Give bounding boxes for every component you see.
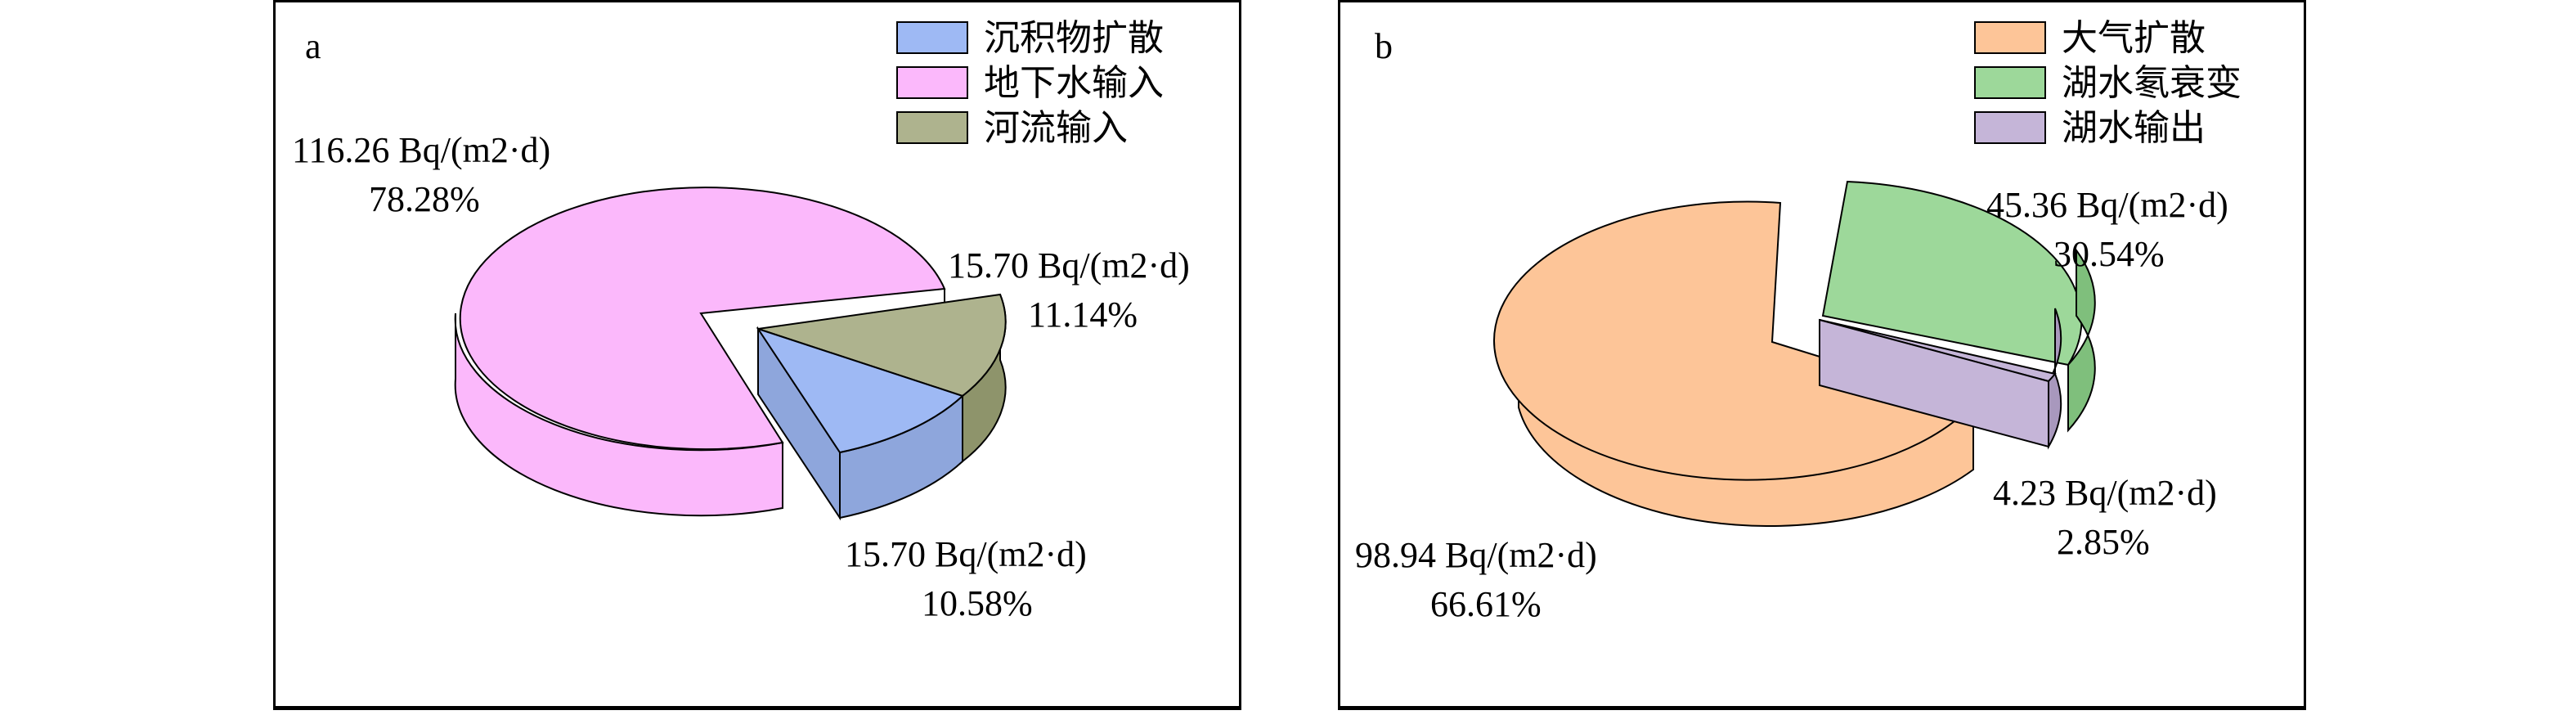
data-label-outflow: 4.23 Bq/(m2·d) 2.85% [1993, 473, 2217, 562]
legend-swatch-outflow [1974, 111, 2046, 144]
value-label-sediment: 15.70 Bq/(m2·d) [845, 534, 1087, 574]
panel-label-a: a [305, 26, 321, 66]
value-label-river: 15.70 Bq/(m2·d) [948, 245, 1190, 286]
legend-swatch-atmosphere [1974, 21, 2046, 54]
percent-label-river: 11.14% [1028, 295, 1138, 335]
legend-swatch-groundwater [896, 66, 968, 99]
legend-b: 大气扩散 湖水氡衰变 湖水输出 [1974, 18, 2242, 148]
pie-slice-river [757, 293, 1007, 464]
percent-label-outflow: 2.85% [2057, 522, 2150, 562]
legend-label-sediment: 沉积物扩散 [984, 18, 1164, 58]
data-label-sediment: 15.70 Bq/(m2·d) 10.58% [845, 534, 1087, 623]
data-label-groundwater: 116.26 Bq/(m2·d) 78.28% [292, 130, 550, 219]
pie-slice-sediment [756, 326, 964, 521]
legend-a: 沉积物扩散 地下水输入 河流输入 [896, 18, 1164, 148]
pie-chart-b: b 大气扩散 湖水氡衰变 湖水输出 45.36 Bq/(m2·d) [1338, 0, 2306, 710]
data-label-river: 15.70 Bq/(m2·d) 11.14% [948, 245, 1190, 335]
legend-label-groundwater: 地下水输入 [984, 63, 1164, 103]
legend-label-atmosphere: 大气扩散 [2062, 18, 2206, 58]
legend-label-decay: 湖水氡衰变 [2062, 63, 2242, 103]
percent-label-sediment: 10.58% [922, 583, 1033, 623]
value-label-atmosphere: 98.94 Bq/(m2·d) [1355, 535, 1597, 575]
legend-swatch-decay [1974, 66, 2046, 99]
pie-slice-decay [1821, 180, 2096, 433]
value-label-groundwater: 116.26 Bq/(m2·d) [292, 130, 550, 170]
pie-slice-groundwater [454, 187, 946, 517]
legend-swatch-river [896, 111, 968, 144]
value-label-outflow: 4.23 Bq/(m2·d) [1993, 473, 2217, 513]
legend-label-river: 河流输入 [984, 108, 1128, 148]
pie-chart-a-svg: a 沉积物扩散 地下水输入 河流输入 116.26 Bq/(m2·d [292, 18, 1190, 623]
percent-label-atmosphere: 66.61% [1430, 584, 1542, 624]
data-label-decay: 45.36 Bq/(m2·d) 30.54% [1986, 185, 2228, 274]
pie-chart-a: a 沉积物扩散 地下水输入 河流输入 116.26 Bq/(m2·d [273, 0, 1241, 710]
pie-slice-outflow [1819, 308, 2062, 450]
legend-swatch-sediment [896, 21, 968, 54]
panel-label-b: b [1375, 26, 1393, 66]
pie-slice-atmosphere [1493, 200, 1975, 528]
pie-chart-b-svg: b 大气扩散 湖水氡衰变 湖水输出 45.36 Bq/(m2·d) [1355, 18, 2242, 624]
legend-label-outflow: 湖水输出 [2062, 108, 2206, 148]
data-label-atmosphere: 98.94 Bq/(m2·d) 66.61% [1355, 535, 1597, 624]
percent-label-decay: 30.54% [2053, 234, 2165, 274]
percent-label-groundwater: 78.28% [369, 179, 480, 219]
value-label-decay: 45.36 Bq/(m2·d) [1986, 185, 2228, 225]
